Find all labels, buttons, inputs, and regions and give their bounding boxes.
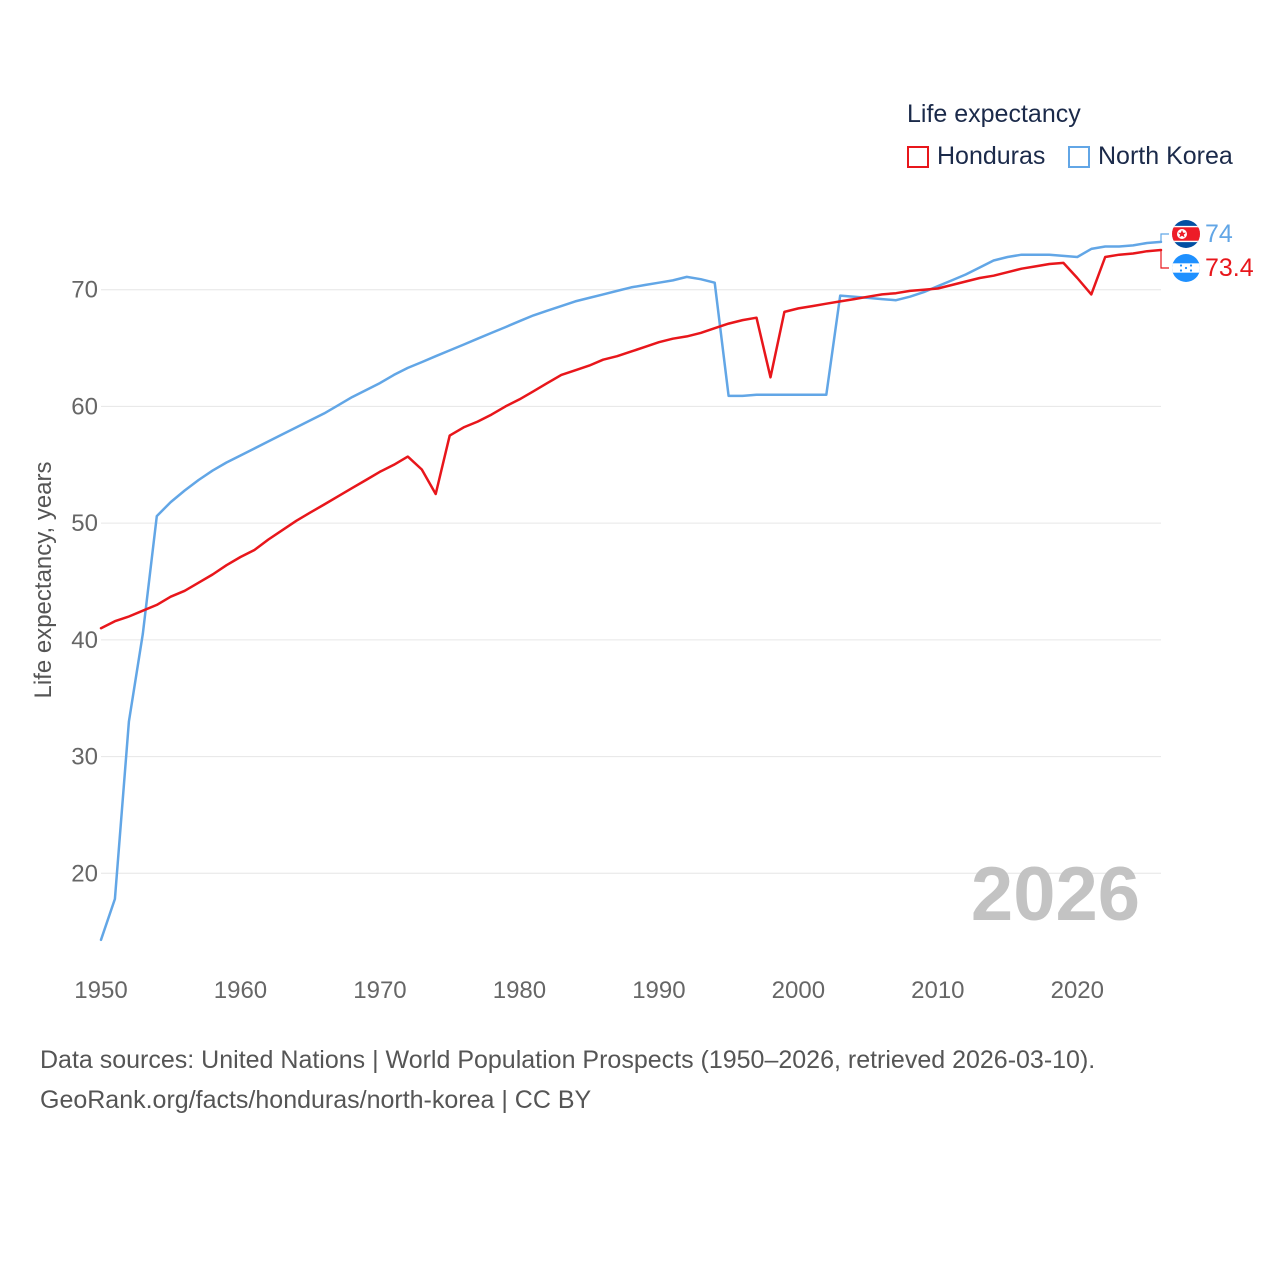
y-axis-label: Life expectancy, years: [30, 461, 57, 698]
y-tick-label: 20: [71, 860, 98, 887]
year-watermark: 2026: [971, 852, 1140, 937]
legend-label-north-korea: North Korea: [1098, 142, 1233, 170]
x-tick-label: 1960: [214, 977, 267, 1004]
series-line-north-korea: [99, 240, 1163, 942]
grid-layer: [101, 289, 1161, 874]
x-tick-label: 2010: [911, 977, 964, 1004]
honduras-flag-icon: [1172, 254, 1200, 282]
end-connector-honduras: [1160, 250, 1169, 269]
footer-link[interactable]: GeoRank.org/facts/honduras/north-korea |…: [40, 1086, 592, 1114]
legend-label-honduras: Honduras: [937, 142, 1046, 170]
end-value-label-honduras: 73.4: [1205, 254, 1254, 282]
y-tick-label: 50: [71, 510, 98, 537]
x-tick-label: 2020: [1051, 977, 1104, 1004]
y-tick-label: 40: [71, 627, 98, 654]
x-tick-label: 2000: [772, 977, 825, 1004]
x-tick-label: 1980: [493, 977, 546, 1004]
legend-title: Life expectancy: [907, 100, 1081, 128]
series-line-honduras: [99, 248, 1163, 630]
y-tick-label: 30: [71, 744, 98, 771]
end-connector-north-korea: [1160, 233, 1169, 242]
legend-item-north-korea[interactable]: North Korea: [1068, 142, 1233, 171]
y-tick-label: 70: [71, 277, 98, 304]
y-tick-label: 60: [71, 393, 98, 420]
end-value-label-north-korea: 74: [1205, 220, 1233, 248]
legend-swatch-honduras: [907, 145, 929, 168]
y-axis-ticks: 20 30 40 50 60 70: [71, 277, 98, 888]
end-labels: 73.4 74: [1160, 220, 1254, 282]
footer-sources: Data sources: United Nations | World Pop…: [40, 1046, 1096, 1074]
north-korea-flag-icon: [1172, 220, 1200, 248]
series-layer: [99, 240, 1163, 942]
x-tick-label: 1990: [632, 977, 685, 1004]
x-tick-label: 1970: [353, 977, 406, 1004]
x-tick-label: 1950: [74, 977, 127, 1004]
legend-item-honduras[interactable]: Honduras: [907, 142, 1045, 171]
legend-swatch-north-korea: [1068, 145, 1090, 168]
x-axis-ticks: 1950 1960 1970 1980 1990 2000 2010 2020: [74, 977, 1104, 1004]
